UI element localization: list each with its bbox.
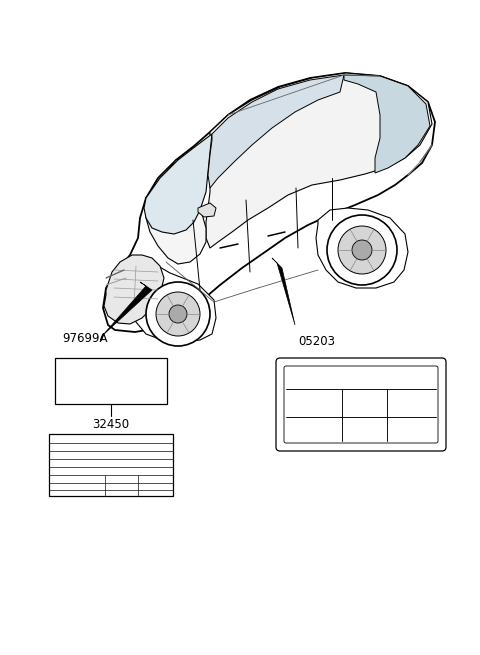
- Bar: [49, 434, 173, 496]
- Polygon shape: [208, 75, 344, 188]
- Text: 32450: 32450: [93, 418, 130, 431]
- Circle shape: [338, 226, 386, 274]
- Polygon shape: [144, 134, 212, 234]
- FancyBboxPatch shape: [276, 358, 446, 451]
- Polygon shape: [206, 73, 432, 248]
- Polygon shape: [132, 266, 216, 342]
- Circle shape: [169, 305, 187, 323]
- Polygon shape: [316, 208, 408, 288]
- Polygon shape: [146, 160, 206, 264]
- Circle shape: [156, 292, 200, 336]
- Polygon shape: [103, 282, 152, 335]
- Circle shape: [327, 215, 397, 285]
- Circle shape: [146, 282, 210, 346]
- Polygon shape: [198, 203, 216, 217]
- Polygon shape: [344, 75, 430, 173]
- Text: 05203: 05203: [298, 335, 335, 348]
- Bar: [55, 358, 167, 404]
- Polygon shape: [103, 73, 435, 332]
- Text: 97699A: 97699A: [62, 332, 108, 345]
- Polygon shape: [104, 255, 164, 324]
- FancyBboxPatch shape: [284, 366, 438, 443]
- Circle shape: [352, 240, 372, 260]
- Polygon shape: [272, 258, 295, 325]
